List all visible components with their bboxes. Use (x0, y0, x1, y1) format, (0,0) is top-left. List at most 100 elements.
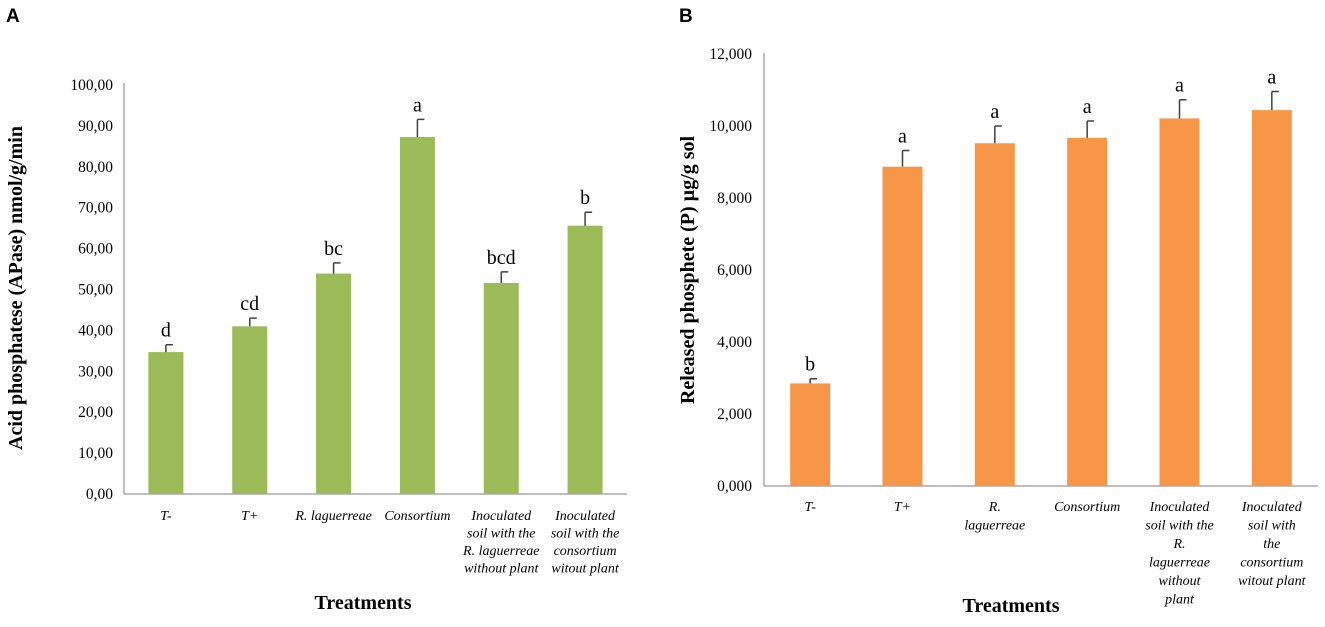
bar (1159, 118, 1200, 486)
x-tick-label-line: without plant (464, 562, 539, 577)
bars-b: b a a a a a (790, 66, 1292, 486)
y-tick-label: 60,00 (78, 241, 113, 258)
significance-label: cd (240, 293, 259, 315)
error-bar (994, 125, 1002, 144)
x-tick-label: Consortium (384, 509, 450, 524)
panel-letter-a: A (6, 6, 20, 27)
y-tick-labels-a: 0,00 10,00 20,00 30,00 40,00 50,00 60,00 70,00 8… (70, 77, 113, 503)
significance-label: a (990, 101, 999, 123)
error-bar (249, 317, 257, 327)
significance-label: a (1083, 96, 1092, 118)
x-axis-title-b: Treatments (962, 595, 1059, 617)
x-tick-label-line: T- (160, 509, 172, 524)
y-tick-label: 90,00 (78, 118, 113, 135)
x-tick-label-line: R. (1172, 537, 1185, 552)
x-tick-label-line: Inoculated (1149, 500, 1211, 515)
significance-label: b (580, 187, 590, 209)
y-tick-label: 70,00 (78, 200, 113, 217)
x-tick-label-line: without (1158, 574, 1201, 589)
x-tick-label-line: T+ (894, 500, 911, 515)
y-tick-label: 20,00 (78, 404, 113, 421)
significance-label: a (413, 94, 422, 116)
significance-label: a (898, 125, 907, 147)
bar (567, 225, 603, 495)
y-tick-label: 50,00 (78, 282, 113, 299)
x-tick-label: T- (804, 500, 816, 515)
error-bar (500, 271, 509, 283)
x-tick-label-line: R. laguerreae (462, 544, 539, 559)
bar (483, 282, 519, 494)
x-tick-label: T+ (241, 509, 258, 524)
x-tick-label-line: the (1263, 537, 1280, 552)
x-tick-label: T- (160, 509, 172, 524)
x-tick-label-line: consortium (554, 544, 617, 559)
x-tick-label-line: T+ (241, 509, 258, 524)
y-tick-label: 30,00 (78, 363, 113, 380)
error-bar (165, 343, 173, 353)
y-tick-label: 10,000 (709, 118, 752, 135)
significance-label: a (1267, 66, 1276, 88)
y-tick-labels-b: 0,000 2,000 4,000 6,000 8,000 10,000 12,000 (709, 46, 752, 495)
error-bar (1271, 90, 1279, 111)
x-tick-label-line: consortium (1240, 556, 1303, 571)
bars-a: d cd bc a bcd b (148, 94, 603, 495)
x-tick-label-line: Consortium (384, 509, 450, 524)
y-tick-label: 80,00 (78, 159, 113, 176)
y-tick-label: 8,000 (717, 190, 752, 207)
significance-label: d (161, 320, 171, 342)
error-bar (1178, 98, 1187, 119)
x-tick-label: Inoculated soil with the consortium witout … (551, 509, 620, 577)
bar (399, 136, 435, 494)
error-bar (901, 149, 910, 167)
chart-panel-b: B 0,0002,0004,0006,0008,00010,00012,000 … (677, 6, 1318, 617)
x-tick-label-line: R. laguerreae (294, 509, 371, 524)
error-bar (584, 211, 593, 226)
y-tick-label: 10,00 (78, 445, 113, 462)
bar (316, 273, 352, 494)
error-bar (1086, 120, 1095, 138)
x-tick-label: R. laguerreae (294, 509, 371, 524)
y-axis-title-a: Acid phosphatese (APase) nmol/g/min (5, 126, 27, 450)
panel-letter-b: B (679, 6, 693, 27)
x-tick-label-line: Inoculated (1241, 500, 1303, 515)
x-tick-label: T+ (894, 500, 911, 515)
x-tick-label-line: R. (988, 500, 1001, 515)
y-tick-label: 40,00 (78, 322, 113, 339)
x-tick-label-line: Inoculated (470, 509, 532, 524)
x-tick-label-line: T- (804, 500, 816, 515)
x-tick-label-line: soil with the (467, 527, 535, 542)
x-tick-label-line: Inoculated (554, 509, 616, 524)
bar (148, 352, 184, 494)
significance-label: bcd (487, 247, 516, 269)
error-bar (416, 118, 425, 137)
y-tick-label: 4,000 (717, 334, 752, 351)
significance-label: a (1175, 75, 1184, 97)
x-tick-label: Inoculated soil with the R. laguerreae with… (462, 509, 539, 577)
x-tick-label-line: witout plant (551, 562, 619, 577)
x-tick-labels-a: T- T+ R. laguerreae Consortium Inoculated soi… (160, 509, 620, 577)
x-tick-label-line: Consortium (1054, 500, 1120, 515)
y-tick-label: 12,000 (709, 46, 752, 63)
x-tick-label-line: witout plant (1238, 574, 1306, 589)
chart-panel-a: A 0,00 10,00 20,00 30,00 40,00 50,00 60,00 70,0… (5, 6, 627, 614)
bar (1067, 137, 1108, 486)
x-tick-label: Consortium (1054, 500, 1120, 515)
bar (1251, 110, 1292, 486)
x-tick-label-line: soil with (1248, 519, 1296, 534)
y-tick-label: 100,00 (70, 77, 113, 94)
bar (974, 143, 1015, 486)
y-axis-title-b: Released phosphete (P) µg/g sol (677, 135, 699, 404)
x-tick-label-line: laguerreae (964, 519, 1025, 534)
x-tick-label-line: soil with the (551, 527, 619, 542)
x-tick-label: R. laguerreae (964, 500, 1025, 534)
x-tick-label-line: plant (1164, 593, 1195, 608)
error-bar (332, 262, 341, 274)
bar (790, 383, 831, 486)
bar (232, 326, 268, 494)
error-bar (809, 377, 818, 384)
y-tick-label: 0,00 (86, 486, 113, 503)
bar (882, 166, 923, 486)
significance-label: b (805, 354, 815, 376)
x-tick-label-line: soil with the (1145, 519, 1213, 534)
